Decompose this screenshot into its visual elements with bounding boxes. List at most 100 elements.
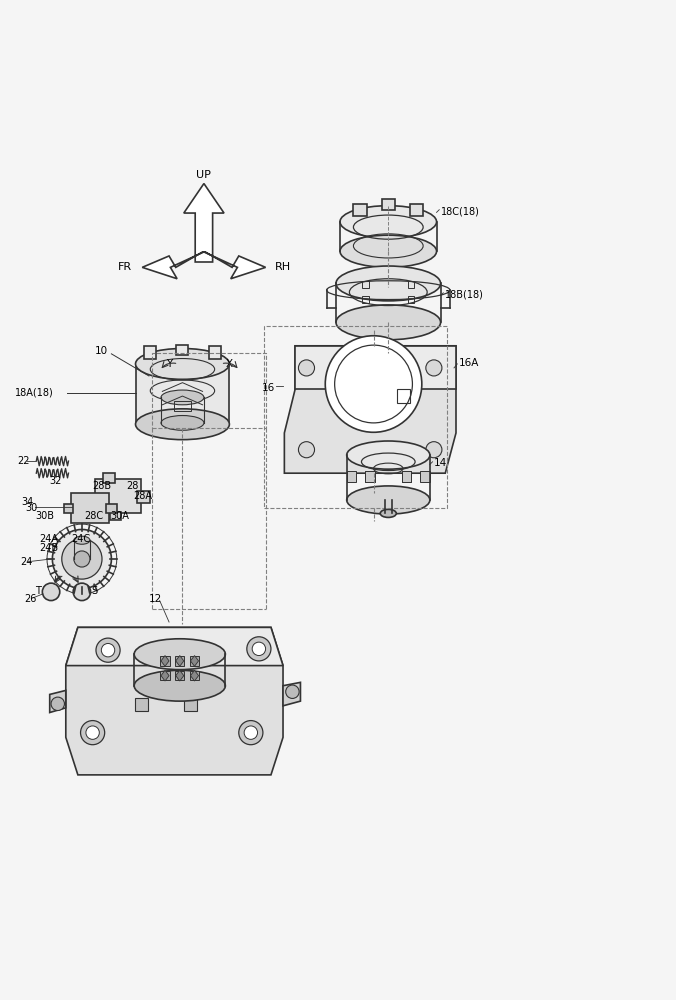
Ellipse shape bbox=[347, 441, 430, 469]
Circle shape bbox=[101, 643, 115, 657]
Ellipse shape bbox=[161, 390, 204, 405]
Text: 12: 12 bbox=[149, 594, 162, 604]
Bar bbox=[264, 326, 447, 508]
Text: 30B: 30B bbox=[35, 511, 54, 521]
Text: 32: 32 bbox=[50, 476, 62, 486]
Text: FR: FR bbox=[118, 262, 132, 272]
Polygon shape bbox=[50, 690, 66, 713]
Text: 16: 16 bbox=[262, 383, 275, 393]
Text: 28B: 28B bbox=[93, 481, 112, 491]
Bar bbox=[347, 471, 356, 482]
Bar bbox=[103, 473, 116, 483]
Bar bbox=[160, 671, 170, 680]
Ellipse shape bbox=[74, 536, 90, 544]
Text: 18A(18): 18A(18) bbox=[15, 388, 53, 398]
Text: UP: UP bbox=[197, 170, 212, 180]
Bar bbox=[365, 471, 375, 482]
Circle shape bbox=[252, 642, 266, 656]
Circle shape bbox=[325, 336, 422, 432]
Text: 10: 10 bbox=[95, 346, 108, 356]
Bar bbox=[362, 296, 369, 303]
Polygon shape bbox=[184, 184, 224, 262]
Circle shape bbox=[286, 685, 299, 698]
Text: 28A: 28A bbox=[133, 491, 152, 501]
Bar bbox=[381, 199, 395, 210]
Bar bbox=[160, 656, 170, 666]
Polygon shape bbox=[176, 656, 184, 666]
Polygon shape bbox=[176, 670, 184, 681]
Circle shape bbox=[298, 360, 314, 376]
Circle shape bbox=[247, 637, 271, 661]
Circle shape bbox=[74, 551, 90, 567]
Circle shape bbox=[244, 726, 258, 739]
Polygon shape bbox=[142, 252, 204, 279]
Polygon shape bbox=[66, 627, 283, 775]
Bar bbox=[408, 296, 414, 303]
Text: 18C(18): 18C(18) bbox=[441, 206, 479, 216]
Ellipse shape bbox=[336, 266, 441, 301]
Ellipse shape bbox=[135, 348, 229, 379]
Polygon shape bbox=[285, 346, 456, 473]
Bar bbox=[137, 491, 150, 503]
Circle shape bbox=[86, 726, 99, 739]
Text: 24B: 24B bbox=[39, 543, 58, 553]
Text: 28C: 28C bbox=[84, 511, 103, 521]
Bar bbox=[174, 401, 191, 411]
Bar bbox=[175, 671, 185, 680]
Text: 26: 26 bbox=[24, 594, 37, 604]
Bar bbox=[354, 204, 367, 216]
Ellipse shape bbox=[135, 409, 229, 440]
Bar bbox=[410, 204, 423, 216]
Bar bbox=[402, 471, 412, 482]
Circle shape bbox=[80, 721, 105, 745]
Circle shape bbox=[239, 721, 263, 745]
Ellipse shape bbox=[336, 305, 441, 340]
Circle shape bbox=[96, 638, 120, 662]
Bar bbox=[151, 353, 266, 428]
FancyBboxPatch shape bbox=[71, 493, 109, 523]
Text: 30A: 30A bbox=[110, 511, 129, 521]
Ellipse shape bbox=[134, 670, 225, 701]
Bar bbox=[135, 698, 148, 711]
Polygon shape bbox=[283, 682, 300, 706]
Ellipse shape bbox=[161, 416, 204, 430]
Bar bbox=[365, 471, 375, 482]
Text: RH: RH bbox=[275, 262, 291, 272]
Circle shape bbox=[426, 360, 442, 376]
Polygon shape bbox=[135, 364, 229, 424]
Text: 24A: 24A bbox=[39, 534, 58, 544]
Bar bbox=[408, 281, 414, 288]
Polygon shape bbox=[161, 670, 169, 681]
Bar bbox=[106, 504, 117, 513]
Polygon shape bbox=[204, 252, 266, 279]
Polygon shape bbox=[191, 656, 199, 666]
Bar bbox=[190, 671, 199, 680]
Circle shape bbox=[43, 583, 59, 601]
Bar bbox=[110, 512, 121, 520]
Ellipse shape bbox=[380, 509, 396, 517]
FancyBboxPatch shape bbox=[95, 479, 141, 513]
Text: X: X bbox=[226, 359, 233, 369]
Text: 34: 34 bbox=[22, 497, 34, 507]
Text: 18B(18): 18B(18) bbox=[445, 289, 484, 299]
Bar bbox=[64, 504, 72, 513]
Text: Y: Y bbox=[166, 359, 172, 369]
Bar bbox=[184, 698, 197, 711]
Circle shape bbox=[298, 442, 314, 458]
Polygon shape bbox=[66, 627, 283, 666]
Text: 28: 28 bbox=[126, 481, 139, 491]
Text: 14: 14 bbox=[434, 458, 447, 468]
Bar bbox=[397, 389, 410, 403]
Circle shape bbox=[73, 583, 91, 601]
Bar bbox=[144, 346, 156, 359]
Text: S: S bbox=[91, 586, 97, 596]
Circle shape bbox=[426, 442, 442, 458]
Bar bbox=[402, 471, 412, 482]
Text: T: T bbox=[35, 586, 41, 596]
Polygon shape bbox=[191, 670, 199, 681]
Text: 30: 30 bbox=[26, 503, 38, 513]
Text: 16A: 16A bbox=[459, 358, 479, 368]
Bar bbox=[209, 346, 220, 359]
Circle shape bbox=[62, 539, 102, 579]
Bar bbox=[362, 281, 369, 288]
